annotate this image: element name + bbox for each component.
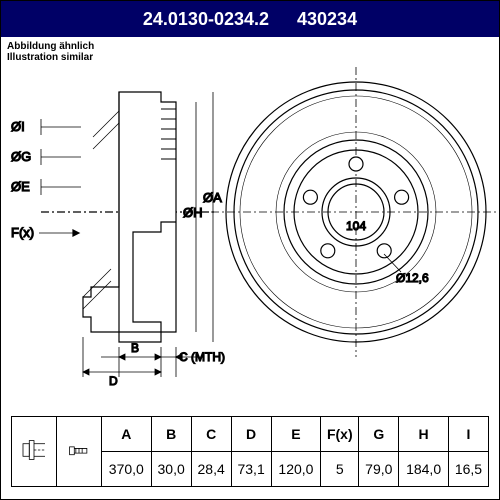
val-H: 184,0 [399, 452, 449, 487]
val-G: 79,0 [359, 452, 399, 487]
col-C: C [191, 417, 231, 452]
svg-text:ØH: ØH [183, 205, 203, 220]
part-number-2: 430234 [297, 9, 357, 30]
val-B: 30,0 [151, 452, 191, 487]
col-H: H [399, 417, 449, 452]
dimension-table: A B C D E F(x) G H I 370,0 30,0 28,4 73,… [11, 416, 489, 487]
center-label: 104 [346, 219, 366, 233]
col-I: I [448, 417, 488, 452]
header-bar: 24.0130-0234.2 430234 [1, 1, 499, 37]
svg-text:B: B [131, 341, 139, 355]
val-F: 5 [321, 452, 359, 487]
disc-icon-cell [12, 417, 57, 487]
col-G: G [359, 417, 399, 452]
col-E: E [271, 417, 321, 452]
hole-dia-label: Ø12,6 [396, 271, 429, 285]
svg-text:ØI: ØI [11, 119, 25, 134]
svg-text:ØE: ØE [11, 179, 30, 194]
svg-text:D: D [109, 374, 118, 387]
val-C: 28,4 [191, 452, 231, 487]
part-number-1: 24.0130-0234.2 [143, 9, 269, 30]
val-I: 16,5 [448, 452, 488, 487]
val-A: 370,0 [102, 452, 152, 487]
val-E: 120,0 [271, 452, 321, 487]
side-view: ØI ØG ØE F(x) [11, 92, 225, 387]
svg-text:ØA: ØA [203, 190, 222, 205]
front-view: 104 Ø12,6 [211, 67, 500, 357]
col-A: A [102, 417, 152, 452]
technical-drawing: ØI ØG ØE F(x) [1, 37, 500, 387]
svg-text:F(x): F(x) [11, 225, 34, 240]
bolt-icon-cell [57, 417, 102, 487]
col-F: F(x) [321, 417, 359, 452]
svg-text:ØG: ØG [11, 149, 31, 164]
col-D: D [231, 417, 271, 452]
col-B: B [151, 417, 191, 452]
val-D: 73,1 [231, 452, 271, 487]
table-header-row: A B C D E F(x) G H I [12, 417, 489, 452]
